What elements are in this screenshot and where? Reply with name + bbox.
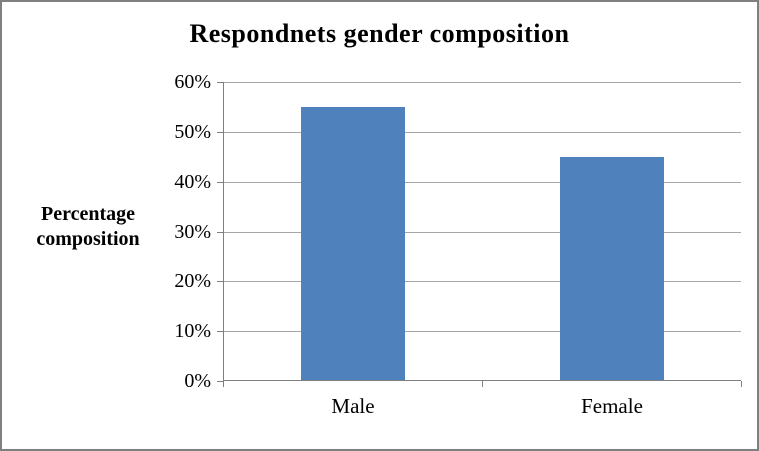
x-axis-line xyxy=(223,380,741,381)
x-tick-label: Female xyxy=(581,394,643,418)
plot-area: 0% 10% 20% 30% 40% 50% 60% Male Female xyxy=(174,71,742,418)
y-tick-label: 60% xyxy=(174,71,211,93)
y-tick-label: 30% xyxy=(174,221,211,243)
y-axis-tick xyxy=(217,381,223,382)
x-tick-label: Male xyxy=(331,394,375,418)
y-axis-tick xyxy=(217,281,223,282)
gridline-50 xyxy=(223,132,741,133)
gridline-40 xyxy=(223,182,741,183)
y-axis-line xyxy=(223,82,224,381)
y-axis-tick xyxy=(217,132,223,133)
y-axis-tick xyxy=(217,82,223,83)
y-tick-label: 10% xyxy=(174,320,211,342)
gridline-20 xyxy=(223,281,741,282)
y-axis-tick xyxy=(217,232,223,233)
y-axis-tick xyxy=(217,331,223,332)
x-axis-tick xyxy=(741,381,742,387)
gridline-30 xyxy=(223,232,741,233)
bar-male xyxy=(301,107,405,381)
chart-title: Respondnets gender composition xyxy=(189,19,570,48)
x-axis-tick xyxy=(223,381,224,387)
x-axis-tick xyxy=(482,381,483,387)
y-axis-tick xyxy=(217,182,223,183)
y-tick-label: 50% xyxy=(174,121,211,143)
y-tick-label: 0% xyxy=(184,370,211,392)
y-tick-label: 40% xyxy=(174,171,211,193)
gridline-10 xyxy=(223,331,741,332)
gridline-60 xyxy=(223,82,741,83)
bar-female xyxy=(560,157,664,381)
y-axis-title: Percentage composition xyxy=(36,203,140,250)
y-tick-label: 20% xyxy=(174,270,211,292)
